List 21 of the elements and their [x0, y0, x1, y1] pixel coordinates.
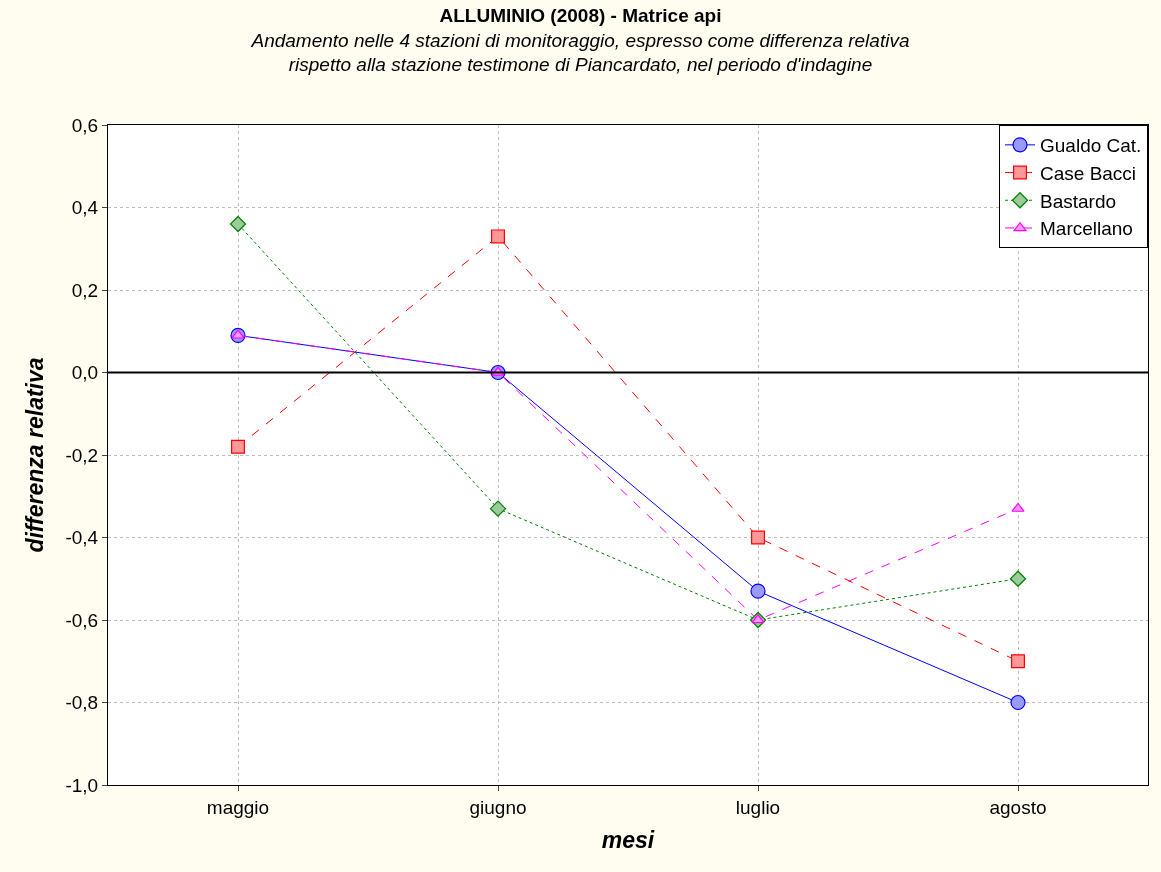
legend-label: Marcellano: [1040, 218, 1133, 240]
y-tick-label: 0,0: [71, 362, 99, 384]
x-tick-label: luglio: [735, 796, 781, 818]
x-tick-label: agosto: [989, 796, 1047, 818]
y-tick-label: 0,4: [71, 197, 99, 219]
legend-label: Bastardo: [1040, 190, 1117, 212]
chart-subtitle: Andamento nelle 4 stazioni di monitoraggio, espresso come differenza relativa rispetto alla stazione testimone di Piancardato, nel periodo d'indagine: [250, 29, 910, 76]
y-axis-title: differenza relativa: [21, 357, 48, 553]
y-tick-label: 0,2: [71, 279, 99, 301]
legend-label: Gualdo Cat.: [1040, 135, 1142, 157]
y-tick-label: -0,8: [65, 692, 99, 714]
x-tick-label: giugno: [469, 796, 527, 818]
y-tick-label: -1,0: [65, 774, 99, 796]
y-tick-label: -0,6: [65, 609, 99, 631]
x-axis-title: mesi: [601, 827, 655, 854]
y-tick-label: -0,4: [65, 527, 99, 549]
legend-label: Case Bacci: [1040, 162, 1137, 184]
y-tick-label: -0,2: [65, 444, 99, 466]
chart-title: ALLUMINIO (2008) - Matrice api: [439, 4, 722, 26]
y-tick-label: 0,6: [71, 114, 99, 136]
x-tick-label: maggio: [206, 796, 270, 818]
